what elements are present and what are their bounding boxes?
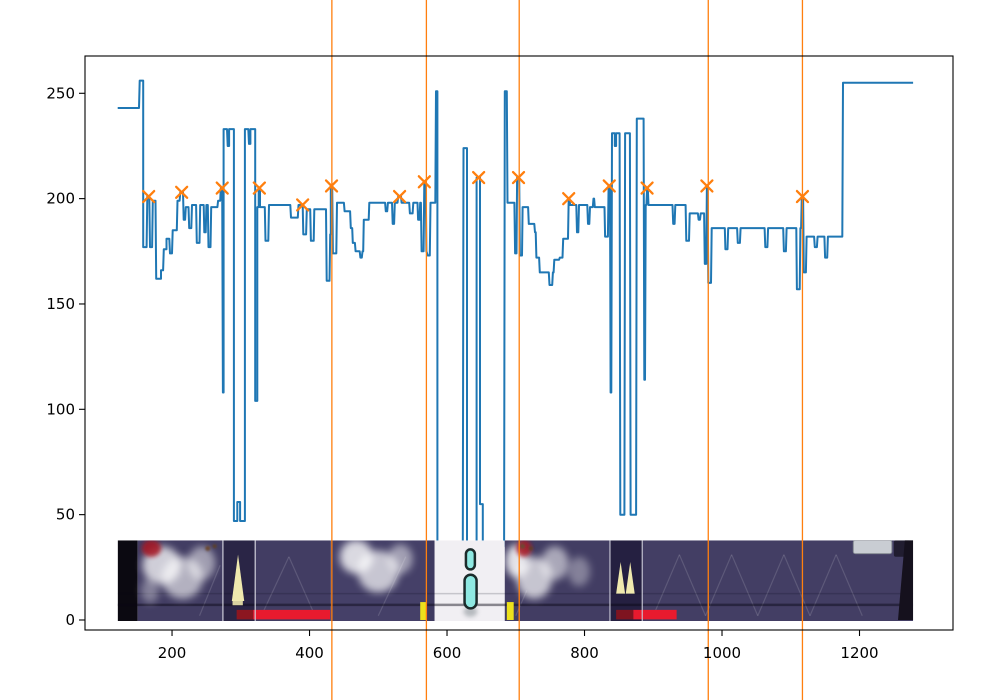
strip-segment — [255, 540, 331, 622]
peak-x-marker — [142, 189, 156, 204]
debris-dot — [520, 543, 526, 549]
peak-x-marker — [640, 181, 654, 195]
red-patch — [141, 540, 162, 557]
x-tick-label: 1000 — [703, 644, 741, 662]
peak-x-marker — [511, 170, 526, 185]
x-tick-label: 1200 — [840, 644, 878, 662]
x-tick-label: 600 — [433, 644, 462, 662]
player-head-icon — [464, 548, 477, 571]
peak-markers — [142, 170, 810, 212]
debris-dot — [205, 545, 211, 551]
strip-segment — [426, 540, 435, 622]
track-line — [678, 554, 707, 617]
smoke-blob — [141, 577, 159, 604]
boost-arrow-icon — [616, 562, 626, 594]
x-tick-label: 800 — [570, 644, 599, 662]
player-body-icon — [463, 573, 478, 610]
axes-frame — [84, 55, 954, 631]
peak-x-marker — [392, 189, 407, 204]
progress-bar — [506, 602, 514, 620]
strip-segment — [609, 540, 643, 622]
smoke-blob — [541, 546, 569, 580]
track-line — [704, 554, 733, 617]
peak-x-marker — [795, 189, 810, 204]
progress-bar — [633, 609, 677, 620]
peak-x-marker — [175, 185, 189, 199]
y-tick-label: 100 — [46, 400, 75, 418]
smoke-blob — [187, 546, 216, 580]
peak-x-marker — [215, 181, 229, 195]
smoke-blob — [387, 544, 413, 574]
peak-x-marker — [324, 179, 339, 193]
y-tick-label: 0 — [65, 611, 75, 629]
y-tick-label: 200 — [46, 190, 75, 208]
x-tick-label: 200 — [158, 644, 187, 662]
red-patch — [516, 540, 532, 557]
track-line — [260, 556, 290, 617]
progress-bar — [616, 609, 634, 620]
peak-x-marker — [417, 175, 431, 189]
progress-bar — [236, 609, 254, 620]
y-axis-ticks: 0 50 100 150 200 250 — [46, 84, 85, 629]
track-line — [757, 554, 785, 617]
peak-x-marker — [700, 179, 714, 193]
track-line — [198, 564, 221, 617]
vertical-marker-lines — [331, 0, 804, 700]
debris-dot — [212, 544, 217, 549]
progress-bar — [253, 609, 331, 620]
progress-bar — [420, 602, 427, 620]
peak-x-marker — [296, 198, 310, 212]
arrow-pedestal — [232, 598, 243, 606]
debris-dot — [528, 546, 533, 551]
strip-segment — [117, 540, 138, 622]
track-line — [652, 554, 680, 617]
track-line — [835, 554, 863, 617]
boost-arrow-icon — [625, 562, 635, 594]
y-tick-label: 150 — [46, 295, 75, 313]
player-shadow — [463, 606, 478, 617]
track-line — [783, 554, 811, 617]
peak-x-marker — [471, 170, 486, 185]
smoke-blob — [568, 556, 591, 587]
hud-box — [852, 540, 893, 555]
y-tick-label: 50 — [56, 506, 75, 524]
track-line — [288, 556, 316, 617]
boost-arrow-icon — [231, 554, 245, 602]
peak-x-marker — [602, 179, 616, 193]
peak-x-marker — [252, 181, 266, 195]
line-series — [117, 79, 914, 548]
track-line — [809, 554, 837, 617]
x-axis-ticks: 200 400 600 800 1000 1200 — [158, 630, 879, 662]
y-tick-label: 250 — [46, 84, 75, 102]
peak-x-marker — [562, 191, 576, 206]
strip-right-edge — [898, 540, 914, 620]
image-strip — [117, 540, 914, 622]
x-tick-label: 400 — [295, 644, 324, 662]
track-line — [731, 554, 759, 617]
